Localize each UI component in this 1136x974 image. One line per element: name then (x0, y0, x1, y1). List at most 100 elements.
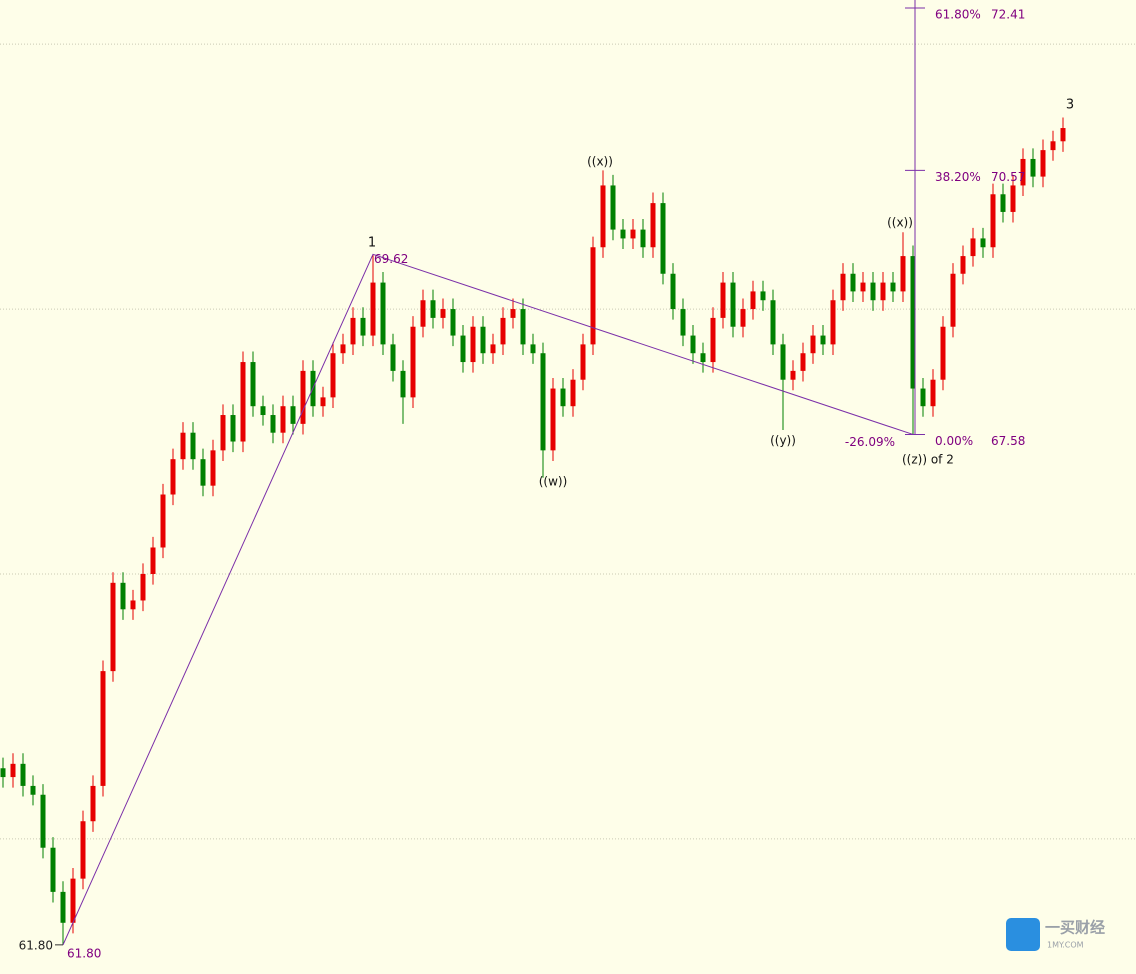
fib-percent: 0.00% (935, 434, 973, 448)
candle-body (850, 273, 856, 292)
candle-body (190, 432, 196, 460)
candle-body (630, 229, 636, 239)
candle-body (790, 370, 796, 380)
candle-body (390, 344, 396, 371)
candle-body (330, 353, 336, 398)
candle-body (360, 317, 366, 336)
candle-body (170, 459, 176, 495)
watermark-name: 一买财经 (1045, 919, 1105, 937)
candle-body (1040, 150, 1046, 177)
candle-body (620, 229, 626, 239)
wave-label: ((z)) of 2 (902, 453, 954, 467)
candle-body (140, 573, 146, 601)
candle-body (1050, 141, 1056, 151)
candle-body (450, 309, 456, 336)
candle-body (660, 203, 666, 274)
candle-body (1000, 194, 1006, 212)
candle-body (640, 229, 646, 248)
candle-body (610, 185, 616, 230)
candle-body (1060, 128, 1066, 142)
candle-body (510, 309, 516, 318)
candle-body (520, 309, 526, 345)
candle-body (940, 326, 946, 380)
candle-body (1010, 185, 1016, 212)
candle-body (690, 335, 696, 354)
candle-body (130, 600, 136, 610)
wave-label: ((x)) (887, 216, 913, 230)
candle-body (300, 370, 306, 424)
candle-body (870, 282, 876, 301)
fib-value: 72.41 (991, 7, 1025, 21)
candle-body (410, 326, 416, 398)
candle-body (50, 847, 56, 892)
candle-body (60, 891, 66, 923)
candle-body (550, 388, 556, 451)
candle-body (930, 379, 936, 407)
wave-point-label: 69.62 (374, 252, 408, 266)
candle-body (320, 397, 326, 407)
wave-label: ((y)) (770, 434, 796, 448)
candle-body (230, 415, 236, 442)
fib-percent: 38.20% (935, 170, 981, 184)
candle-body (460, 335, 466, 363)
candle-body (960, 256, 966, 274)
candle-body (1020, 158, 1026, 186)
candle-body (30, 785, 36, 795)
candle-body (210, 450, 216, 486)
candle-body (920, 388, 926, 407)
candle-body (110, 582, 116, 672)
candle-body (560, 388, 566, 407)
candle-body (500, 317, 506, 345)
candle-body (890, 282, 896, 292)
wave-label: 1 (368, 236, 376, 251)
candle-body (260, 406, 266, 416)
candle-body (600, 185, 606, 248)
candle-body (740, 309, 746, 327)
price-marker-label: 61.80 (19, 938, 53, 952)
candle-body (350, 317, 356, 345)
candle-body (70, 878, 76, 923)
candle-body (0, 768, 6, 778)
candle-body (10, 763, 16, 778)
candle-body (780, 344, 786, 380)
candle-body (700, 353, 706, 363)
logo-icon (1006, 918, 1040, 951)
candle-body (420, 300, 426, 327)
candle-body (340, 344, 346, 354)
candle-body (20, 763, 26, 786)
candle-body (720, 282, 726, 318)
candle-body (880, 282, 886, 301)
candle-body (860, 282, 866, 292)
candle-body (570, 379, 576, 407)
candle-body (650, 203, 656, 248)
candle-body (400, 370, 406, 398)
candle-body (430, 300, 436, 318)
candle-body (120, 582, 126, 610)
candle-body (830, 300, 836, 345)
candle-body (160, 494, 166, 548)
fib-value: 70.57 (991, 170, 1025, 184)
candle-body (710, 317, 716, 363)
candle-body (540, 353, 546, 451)
candle-body (480, 326, 486, 354)
candle-body (490, 344, 496, 354)
candle-body (470, 326, 476, 363)
candle-body (770, 300, 776, 345)
candle-body (590, 247, 596, 345)
candle-body (200, 459, 206, 486)
wave-line (62, 253, 914, 946)
candle-body (820, 335, 826, 345)
candle-body (80, 821, 86, 879)
candle-body (280, 406, 286, 433)
candle-body (100, 671, 106, 786)
fib-value: 67.58 (991, 434, 1025, 448)
candle-body (680, 309, 686, 336)
candle-body (980, 238, 986, 248)
wave-label: ((w)) (539, 475, 568, 489)
candle-body (950, 273, 956, 327)
candle-body (220, 415, 226, 451)
candle-body (240, 362, 246, 442)
wave-point-label: 61.80 (67, 946, 101, 960)
